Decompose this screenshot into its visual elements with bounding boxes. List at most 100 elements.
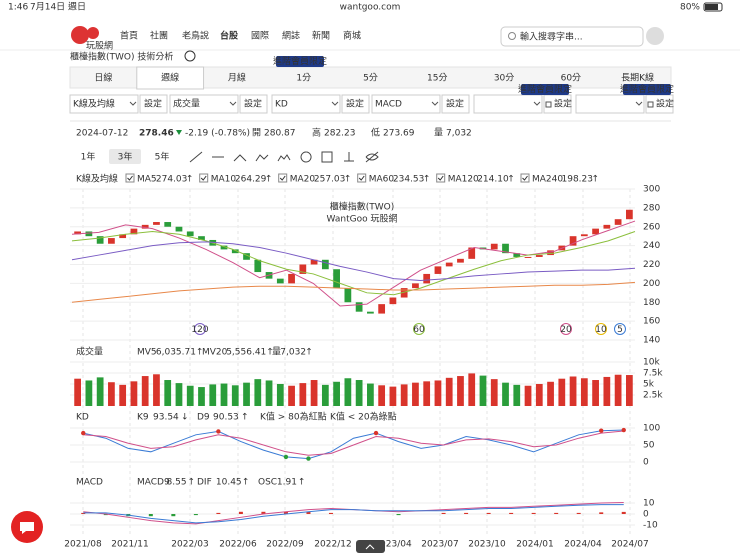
y-tick-label: 2.5k: [643, 390, 663, 400]
x-tick-label: 2023/04: [374, 540, 412, 550]
nav-item[interactable]: 台股: [220, 30, 238, 42]
check: [127, 175, 133, 181]
tool-icon[interactable]: [344, 152, 354, 162]
nav-item[interactable]: 商城: [343, 30, 361, 42]
tool-icon[interactable]: [277, 154, 291, 162]
range-button[interactable]: [72, 149, 104, 164]
event-badge[interactable]: [413, 323, 425, 335]
event-badge[interactable]: [194, 323, 206, 335]
y-tick-label: 10k: [643, 357, 660, 367]
check: [358, 175, 365, 181]
select-caret: [533, 101, 541, 106]
volume-bar: [108, 382, 115, 406]
event-badge[interactable]: [595, 323, 607, 335]
legend-checkbox[interactable]: [278, 173, 288, 183]
legend-arrow: ↑: [592, 175, 600, 185]
legend-name: MA20: [290, 175, 316, 185]
select[interactable]: [271, 94, 341, 114]
setting-button[interactable]: [239, 94, 268, 114]
select[interactable]: [473, 94, 543, 114]
legend-arrow: ↑: [298, 478, 306, 488]
candle-body: [625, 209, 633, 220]
tool-icon[interactable]: [365, 151, 379, 163]
legend-arrow: ↑: [188, 478, 196, 488]
event-text: 60: [413, 325, 425, 335]
candle-body: [389, 297, 397, 305]
range-text[interactable]: 3年: [118, 151, 133, 163]
candle-body: [164, 222, 172, 227]
legend-checkbox[interactable]: [125, 173, 135, 183]
setting-text: 設定: [656, 98, 674, 110]
nav-item[interactable]: 國際: [251, 30, 269, 42]
volume-bar: [592, 380, 599, 406]
check: [200, 175, 207, 181]
volume-bar: [243, 382, 250, 406]
range-text[interactable]: 5年: [155, 151, 170, 163]
nav-item[interactable]: 首頁: [120, 30, 138, 42]
tab[interactable]: 15分: [427, 73, 447, 84]
candle-body: [96, 236, 104, 244]
volume-bar: [231, 385, 239, 406]
setting-button[interactable]: [441, 94, 470, 114]
scroll-top-button[interactable]: [356, 540, 385, 553]
search-box[interactable]: [500, 26, 644, 47]
y-tick-label: 160: [643, 317, 660, 327]
tool-icon[interactable]: [233, 154, 247, 162]
nav-item[interactable]: 社團: [150, 30, 168, 42]
range-text[interactable]: 1年: [81, 151, 96, 163]
tab[interactable]: 1分: [296, 73, 311, 84]
legend-value: 93.54: [153, 413, 179, 423]
legend-checkbox[interactable]: [436, 173, 446, 183]
legend-value: 8.55: [167, 478, 187, 488]
volume-bar: [513, 384, 521, 406]
tool-icon[interactable]: [255, 154, 269, 162]
candle-body: [524, 256, 532, 258]
event-badge[interactable]: [614, 323, 626, 335]
range-button[interactable]: [109, 149, 141, 164]
candle-body: [592, 228, 599, 235]
legend-checkbox[interactable]: [199, 173, 209, 183]
select[interactable]: [69, 94, 139, 114]
nav-item[interactable]: 新聞: [312, 30, 330, 42]
x-tick-label: 2024/01: [516, 540, 553, 550]
tool-icon[interactable]: [300, 151, 312, 163]
select-caret: [331, 101, 339, 106]
volume-bar: [603, 376, 611, 406]
tab[interactable]: 5分: [363, 73, 378, 84]
search-placeholder: 輸入搜尋字串...: [520, 31, 583, 43]
legend-checkbox[interactable]: [357, 173, 367, 183]
volume-bar: [344, 378, 352, 406]
setting-button[interactable]: [139, 94, 168, 114]
tool-icon[interactable]: [321, 151, 333, 163]
select[interactable]: [169, 94, 239, 114]
tab[interactable]: 月線: [228, 72, 246, 84]
tab[interactable]: 60分: [561, 73, 581, 84]
select[interactable]: [371, 94, 441, 114]
y-tick-label: 260: [643, 222, 660, 232]
osc-bar: [103, 514, 108, 516]
check: [522, 175, 528, 181]
osc-bar: [509, 512, 514, 515]
legend-name: MA5: [137, 175, 157, 185]
nav-item[interactable]: 老鳥說: [182, 30, 209, 42]
tab[interactable]: 週線: [161, 72, 179, 84]
volume-bar: [164, 380, 172, 406]
legend-name: MA10: [211, 175, 237, 185]
volume-bar: [209, 384, 217, 406]
nav-item[interactable]: 網誌: [282, 30, 300, 42]
range-button[interactable]: [146, 149, 178, 164]
candle-body: [457, 258, 464, 263]
select[interactable]: [575, 94, 645, 114]
tab[interactable]: 30分: [494, 73, 514, 84]
x-tick-label: 2024/04: [564, 540, 602, 550]
event-badge[interactable]: [560, 323, 572, 335]
tool-icon[interactable]: [189, 151, 203, 163]
legend-checkbox[interactable]: [520, 173, 530, 183]
osc-bar: [306, 511, 311, 515]
select-caret: [129, 101, 137, 106]
tab[interactable]: 日線: [94, 72, 112, 84]
x-tick-label: 2024/07: [611, 540, 648, 550]
avatar[interactable]: [646, 27, 664, 45]
tab[interactable]: 長期K線: [621, 72, 654, 84]
setting-button[interactable]: [341, 94, 370, 114]
